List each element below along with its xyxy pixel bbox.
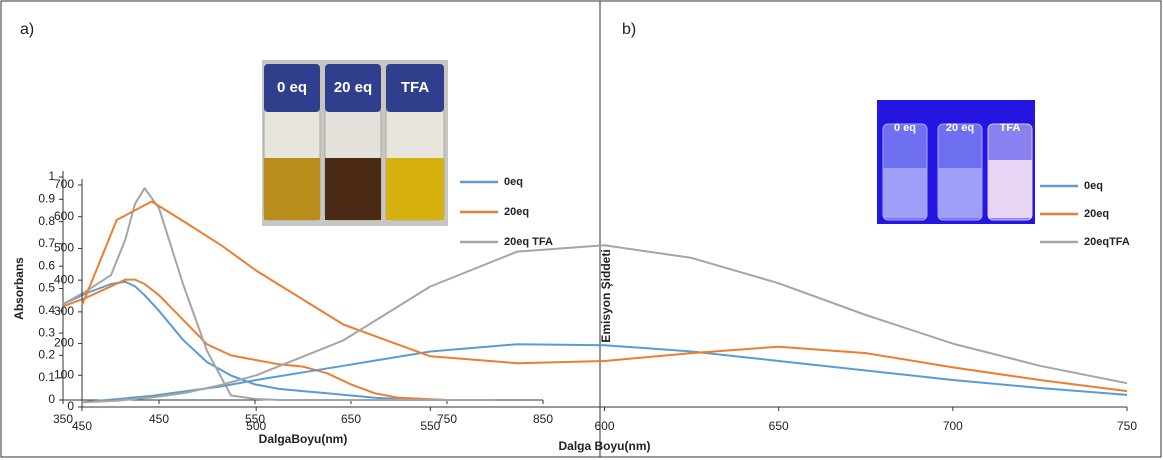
y-tick-label: 0.4 [38, 303, 55, 317]
x-tick-label: 700 [943, 419, 963, 433]
x-axis-title: DalgaBoyu(nm) [259, 432, 348, 446]
panel-label: b) [622, 21, 636, 38]
legend-label: 20eq [504, 206, 529, 218]
x-tick-label: 500 [246, 419, 266, 433]
y-tick-label: 100 [54, 367, 74, 381]
x-tick-label: 600 [594, 419, 614, 433]
x-tick-label: 450 [72, 419, 92, 433]
legend-label: 0eq [504, 176, 523, 188]
y-tick-label: 0.3 [38, 325, 55, 339]
panel-label: a) [20, 21, 34, 38]
photo-label: 0 eq [894, 122, 916, 134]
y-tick-label: 0 [67, 399, 74, 413]
y-tick-label: 0.1 [38, 370, 55, 384]
y-tick-label: 300 [54, 304, 74, 318]
y-tick-label: 700 [54, 177, 74, 191]
legend-label: 20eq [1084, 208, 1109, 220]
y-tick-label: 0.7 [38, 236, 55, 250]
x-tick-label: 350 [53, 412, 73, 426]
y-tick-label: 0.8 [38, 214, 55, 228]
photo-label: TFA [401, 79, 429, 96]
legend-label: 20eq TFA [504, 236, 553, 248]
photo-label: 20 eq [946, 122, 974, 134]
x-tick-label: 450 [149, 412, 169, 426]
x-axis-title: Dalga Boyu(nm) [558, 439, 650, 453]
y-axis-title: Emisyon Şiddeti [599, 249, 613, 342]
y-tick-label: 500 [54, 241, 74, 255]
y-tick-label: 600 [54, 209, 74, 223]
figure: a) 0 eq 20 eq TFA 0 0.1 0.2 0.3 0.4 0.5 0.6 0.7 0.8 0… [0, 0, 1163, 460]
x-tick-label: 650 [341, 412, 361, 426]
photo-label: TFA [1000, 122, 1021, 134]
photo-b [877, 100, 1035, 224]
x-tick-label: 850 [533, 412, 553, 426]
y-tick-label: 200 [54, 336, 74, 350]
y-tick-label: 400 [54, 272, 74, 286]
figure-border [1, 1, 1161, 457]
photo-label: 20 eq [334, 79, 372, 96]
y-tick-label: 0.9 [38, 191, 55, 205]
y-tick-label: 0 [48, 392, 55, 406]
y-tick-label: 0.6 [38, 258, 55, 272]
photo-label: 0 eq [277, 79, 307, 96]
legend-label: 0eq [1084, 180, 1103, 192]
x-tick-label: 550 [420, 419, 440, 433]
x-tick-label: 650 [769, 419, 789, 433]
legend-label: 20eqTFA [1084, 236, 1130, 248]
x-tick-label: 750 [1117, 419, 1137, 433]
y-axis-title: Absorbans [12, 257, 26, 320]
y-tick-label: 0.5 [38, 281, 55, 295]
y-tick-label: 0.2 [38, 348, 55, 362]
